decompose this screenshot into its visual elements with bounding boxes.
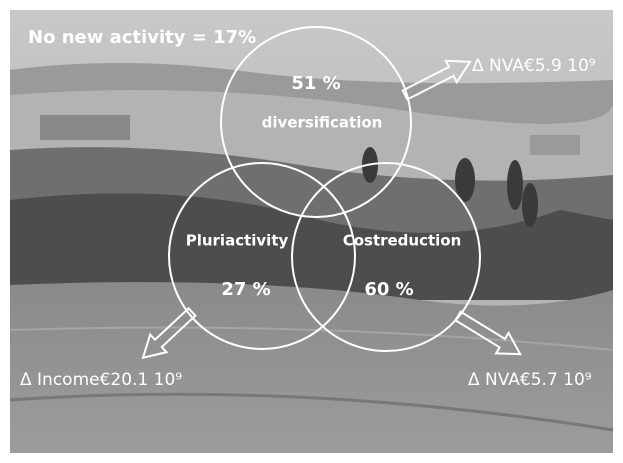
effect-label: Δ Income€20.1 10⁹ <box>20 370 182 390</box>
circle-label: diversification <box>262 114 383 132</box>
diagram: No new activity = 17% 51 % diversificati… <box>0 0 623 463</box>
circle-share: 27 % <box>221 279 270 300</box>
effect-label: Δ NVA€5.7 10⁹ <box>468 370 592 390</box>
circle-label: Costreduction <box>343 232 462 250</box>
effect-label: Δ NVA€5.9 10⁹ <box>472 56 596 76</box>
overall-label: No new activity = 17% <box>28 27 256 48</box>
circle-label: Pluriactivity <box>186 232 289 250</box>
circle-share: 51 % <box>291 73 340 94</box>
circle-share: 60 % <box>364 279 413 300</box>
